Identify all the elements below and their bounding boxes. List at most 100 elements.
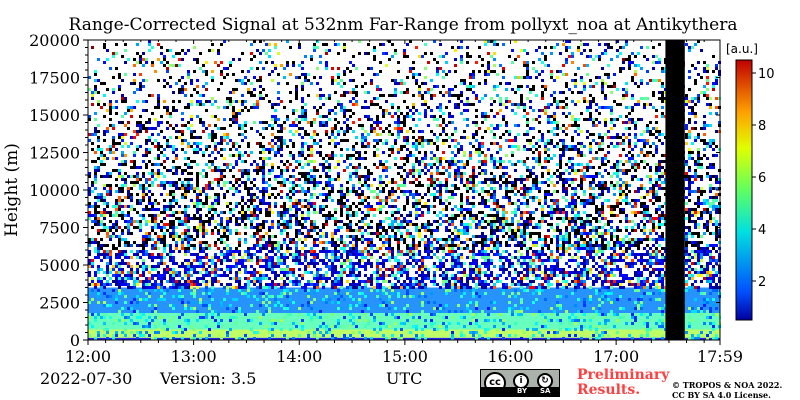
badge-sa-label: SA (540, 387, 551, 395)
noise-cells-632 (430, 142, 433, 145)
noise-cells-826 (157, 235, 160, 238)
colorbar-label: [a.u.] (726, 42, 758, 56)
copyright-line-1: © TROPOS & NOA 2022. (672, 380, 783, 390)
noise-cells-714 (286, 166, 298, 181)
noise-cells-831 (415, 247, 418, 250)
noise-cells-829 (619, 238, 622, 241)
noise-cells-781 (646, 193, 649, 196)
noise-cells-406 (583, 97, 586, 100)
noise-cells-165 (523, 61, 526, 64)
noise-cells-849 (259, 271, 262, 274)
colorbar-tick-label: 6 (758, 171, 766, 186)
noise-cells-798 (271, 211, 274, 214)
noise-cells-822 (454, 229, 457, 232)
y-axis: 0 2500 5000 7500 10000 12500 15000 17500 20000 (29, 31, 720, 350)
noise-cells-749 (445, 178, 448, 181)
noise-cells-207 (316, 67, 319, 70)
noise-cells-153 (205, 61, 505, 223)
noise-cells-720 (238, 169, 241, 172)
noise-cells-369 (349, 91, 352, 94)
x-tick-label: 13:00 (171, 347, 217, 366)
y-tick-label: 7500 (39, 219, 80, 238)
x-tick-label: 17:59 (697, 347, 743, 366)
colorbar-tick-label: 10 (758, 67, 775, 82)
badge-bar (481, 387, 559, 396)
noise-cells-795 (106, 211, 676, 337)
noise-cells-152 (97, 61, 688, 286)
noise-cells-846 (169, 271, 172, 274)
noise-cells-857 (628, 280, 631, 283)
noise-cells-882 (103, 334, 106, 337)
x-tick-label: 16:00 (487, 347, 533, 366)
noise-cells-658 (688, 148, 691, 151)
copyright-line-2: CC BY SA 4.0 License. (672, 390, 771, 400)
preliminary-results-notice: Preliminary Results. (577, 368, 669, 398)
license-badge: cc i ↻ BY SA (480, 369, 560, 397)
x-tick-label: 12:00 (65, 347, 111, 366)
noise-cells-154 (214, 61, 217, 64)
noise-cells-647 (589, 145, 592, 148)
noise-cells-607 (121, 136, 124, 139)
noise-cells-881 (193, 328, 196, 331)
preliminary-line-2: Results. (577, 382, 641, 398)
colorbar-tick-label: 4 (758, 223, 766, 238)
data-gap (665, 40, 685, 340)
x-axis-label: UTC (386, 369, 423, 388)
noise-cells-853 (475, 277, 478, 280)
x-tick-label: 17:00 (593, 347, 639, 366)
profile-layer-2 (88, 313, 720, 330)
profile-layer-1 (88, 329, 720, 338)
noise-cells-578 (145, 130, 148, 133)
noise-cells-855 (208, 280, 211, 283)
chart-title: Range-Corrected Signal at 532nm Far-Rang… (68, 15, 738, 35)
y-tick-label: 5000 (39, 256, 80, 275)
y-tick-label: 10000 (29, 181, 80, 200)
noise-cells-183 (217, 64, 220, 67)
noise-cells-824 (307, 232, 310, 235)
noise-cells-380 (700, 91, 703, 94)
noise-cells-808 (325, 223, 328, 226)
noise-cells-837 (577, 256, 580, 259)
colorbar-tick-label: 8 (758, 119, 766, 134)
badge-by-label: BY (517, 387, 528, 395)
noise-cells-830 (154, 241, 157, 244)
noise-cells-11 (514, 40, 517, 43)
noise-cells-854 (580, 277, 583, 280)
noise-cells-587 (259, 130, 367, 319)
y-tick-label: 17500 (29, 69, 80, 88)
noise-cells-86 (112, 52, 115, 55)
footer-date: 2022-07-30 (40, 369, 133, 388)
noise-cells-67 (211, 49, 214, 52)
noise-cells-810 (409, 223, 412, 226)
noise-cells-260 (634, 73, 637, 76)
noise-cells-859 (565, 283, 568, 286)
noise-cells-833 (613, 253, 616, 256)
noise-cells-700 (289, 163, 292, 166)
noise-cells-23 (268, 43, 271, 46)
noise-cells-753 (694, 178, 697, 181)
noise-cells-668 (124, 154, 127, 157)
noise-cells-191 (454, 64, 457, 67)
noise-cells-100 (487, 52, 490, 55)
noise-cells-819 (106, 229, 109, 232)
y-tick-label: 20000 (29, 31, 80, 50)
preliminary-line-1: Preliminary (577, 367, 670, 383)
noise-cells-850 (607, 274, 610, 277)
noise-cells-827 (160, 235, 163, 238)
y-tick-label: 0 (70, 331, 80, 350)
noise-cells-612 (625, 136, 628, 139)
noise-cells-813 (202, 226, 205, 229)
colorbar-tick-label: 2 (758, 275, 766, 290)
noise-cells-448 (412, 103, 415, 106)
noise-cells-742 (508, 175, 511, 178)
colorbar: [a.u.] 2 4 6 8 10 (726, 42, 775, 321)
noise-cells-836 (469, 256, 472, 259)
noise-cells-33 (562, 43, 565, 46)
noise-cells-744 (580, 175, 583, 178)
noise-cells-173 (181, 61, 682, 304)
noise-cells-847 (172, 271, 175, 274)
colorbar-gradient (735, 59, 753, 321)
noise-cells-877 (715, 313, 718, 316)
x-axis: 12:00 13:00 14:00 15:00 16:00 17:00 17:59 (65, 40, 743, 366)
noise-cells-137 (178, 58, 181, 61)
